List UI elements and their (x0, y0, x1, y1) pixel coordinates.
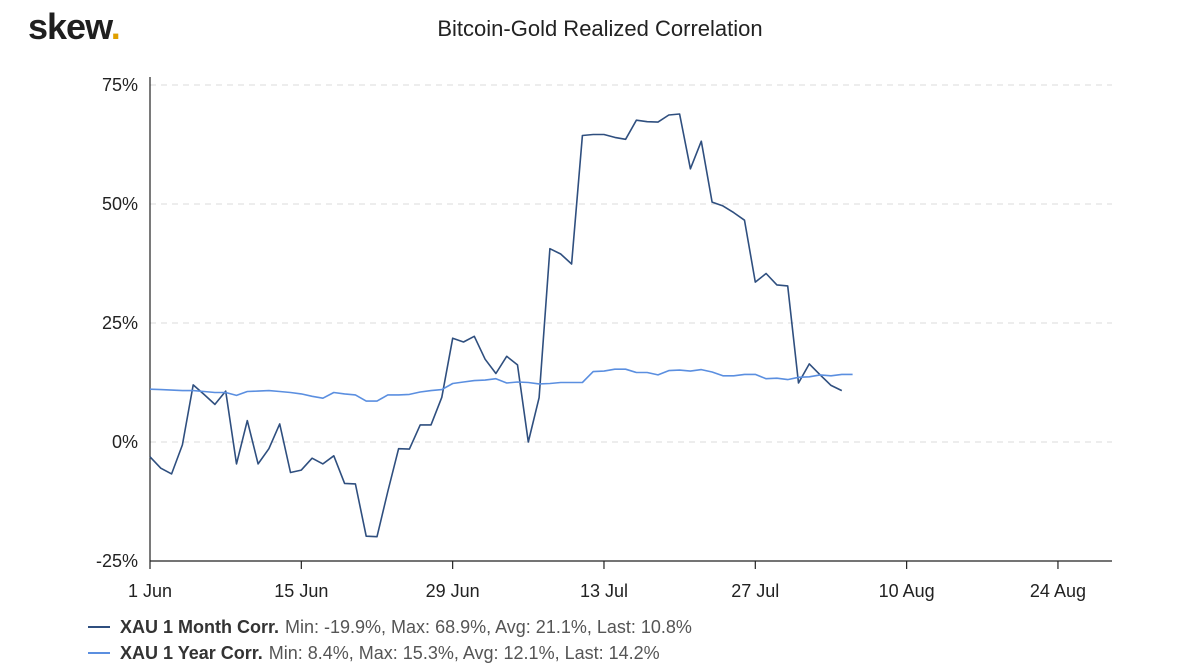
skew-logo: skew. (28, 6, 121, 48)
brand-name: skew (28, 6, 112, 47)
y-tick-label: 75% (102, 75, 138, 95)
series-line-1-year (149, 368, 853, 402)
y-axis-ticks: 75% 50% 25% 0% -25% (96, 75, 138, 571)
gridlines (150, 84, 1112, 443)
legend-item-1-year[interactable]: XAU 1 Year Corr. Min: 8.4%, Max: 15.3%, … (88, 640, 692, 666)
x-tick-label: 13 Jul (580, 581, 628, 601)
legend-item-1-month[interactable]: XAU 1 Month Corr. Min: -19.9%, Max: 68.9… (88, 614, 692, 640)
legend-swatch-1-month (88, 626, 110, 628)
axes (149, 77, 1112, 562)
legend-label-1-year: XAU 1 Year Corr. (120, 642, 263, 663)
x-tick-label: 24 Aug (1030, 581, 1086, 601)
x-axis-ticks: 1 Jun 15 Jun 29 Jun 13 Jul 27 Jul 10 Aug 24 Au… (128, 561, 1086, 601)
y-tick-label: 0% (112, 432, 138, 452)
y-tick-label: 50% (102, 194, 138, 214)
chart-title: Bitcoin-Gold Realized Correlation (437, 16, 763, 41)
legend-label-1-month: XAU 1 Month Corr. (120, 616, 280, 637)
series-line-1-month (149, 113, 843, 538)
y-tick-label: -25% (96, 551, 138, 571)
legend-stats-1-year: Min: 8.4%, Max: 15.3%, Avg: 12.1%, Last:… (268, 642, 660, 663)
x-tick-label: 29 Jun (426, 581, 480, 601)
series-lines (149, 113, 853, 538)
legend-swatch-1-year (88, 652, 110, 654)
x-tick-label: 1 Jun (128, 581, 172, 601)
x-tick-label: 27 Jul (731, 581, 779, 601)
x-tick-label: 15 Jun (274, 581, 328, 601)
legend-stats-1-month: Min: -19.9%, Max: 68.9%, Avg: 21.1%, Las… (285, 616, 692, 637)
legend: XAU 1 Month Corr. Min: -19.9%, Max: 68.9… (88, 614, 692, 666)
x-tick-label: 10 Aug (879, 581, 935, 601)
correlation-chart: 75% 50% 25% 0% -25% 1 Jun 15 Jun 29 Jun 13 Jul 2… (96, 75, 1112, 601)
brand-dot: . (110, 6, 121, 47)
y-tick-label: 25% (102, 313, 138, 333)
